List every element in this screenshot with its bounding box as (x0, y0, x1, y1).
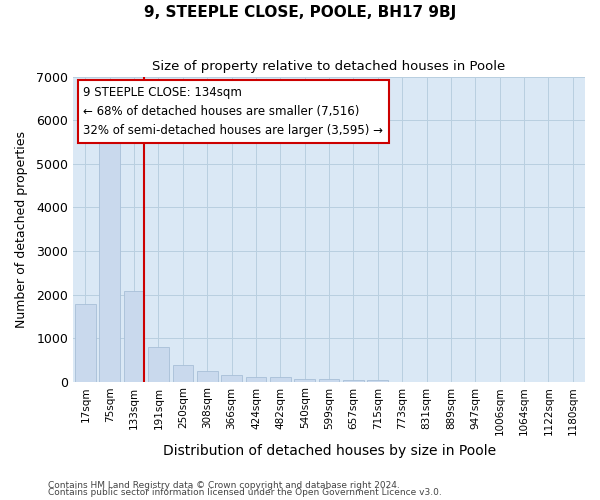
Title: Size of property relative to detached houses in Poole: Size of property relative to detached ho… (152, 60, 506, 73)
Bar (343, 380, 364, 382)
X-axis label: Distribution of detached houses by size in Poole: Distribution of detached houses by size … (163, 444, 496, 458)
Text: 9 STEEPLE CLOSE: 134sqm
← 68% of detached houses are smaller (7,516)
32% of semi: 9 STEEPLE CLOSE: 134sqm ← 68% of detache… (83, 86, 383, 137)
Bar (295, 378, 315, 382)
Text: 9, STEEPLE CLOSE, POOLE, BH17 9BJ: 9, STEEPLE CLOSE, POOLE, BH17 9BJ (144, 5, 456, 20)
Bar (319, 379, 340, 382)
Bar (75, 304, 96, 382)
Text: Contains HM Land Registry data © Crown copyright and database right 2024.: Contains HM Land Registry data © Crown c… (48, 480, 400, 490)
Y-axis label: Number of detached properties: Number of detached properties (15, 130, 28, 328)
Bar (124, 291, 145, 382)
Bar (173, 366, 193, 382)
Bar (245, 377, 266, 382)
Bar (367, 380, 388, 382)
Bar (100, 130, 120, 382)
Bar (148, 346, 169, 382)
Text: Contains public sector information licensed under the Open Government Licence v3: Contains public sector information licen… (48, 488, 442, 497)
Bar (197, 371, 218, 382)
Bar (270, 378, 291, 382)
Bar (221, 374, 242, 382)
